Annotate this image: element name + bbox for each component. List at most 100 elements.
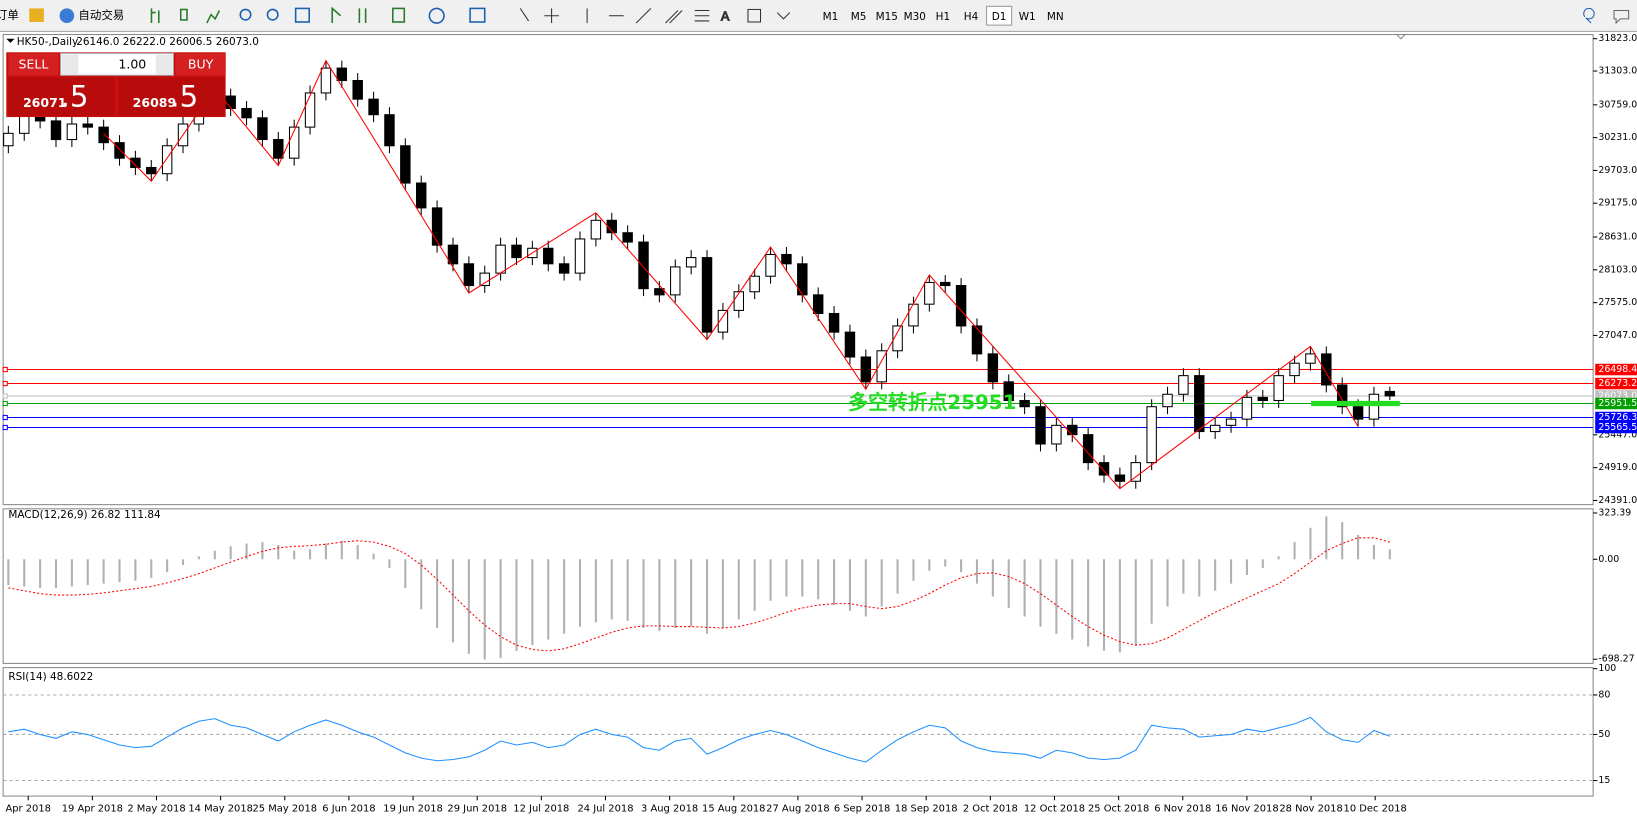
sell-button[interactable]	[8, 53, 59, 76]
candle-up	[717, 309, 729, 333]
auto-trading-button[interactable]: 自动交易	[78, 8, 124, 22]
timeframe-button[interactable]: H4	[964, 11, 979, 23]
level-tag	[1595, 421, 1637, 434]
candle-up	[161, 145, 173, 175]
buy-button[interactable]	[175, 53, 226, 76]
candle-down	[971, 325, 983, 355]
x-tick-label: 28 Nov 2018	[1279, 804, 1342, 815]
candle-down	[844, 331, 856, 358]
x-tick-label: 6 Jun 2018	[322, 804, 375, 815]
x-tick-label: 6 Sep 2018	[834, 804, 890, 815]
candle-up	[1178, 375, 1189, 395]
candle-up	[304, 92, 316, 128]
timeframe-button[interactable]: MN	[1047, 11, 1064, 23]
timeframe-button[interactable]: M30	[904, 11, 926, 23]
y-tick-label: 29175.0	[1598, 198, 1637, 209]
level-label: 25951.5	[1598, 398, 1637, 409]
candle-down	[368, 98, 379, 116]
candle-up	[1225, 418, 1237, 426]
level-label: 26273.2	[1598, 378, 1637, 389]
y-tick-label: 27047.0	[1598, 330, 1637, 341]
timeframe-button[interactable]: W1	[1019, 11, 1036, 23]
candle-down	[1384, 390, 1396, 397]
level-tag	[1595, 377, 1637, 390]
macd-title: MACD(12,26,9) 26.82 111.84	[8, 509, 161, 521]
level-handle[interactable]	[2, 414, 8, 421]
auto-trading-icon[interactable]	[59, 8, 75, 24]
order-button[interactable]: 订单	[0, 8, 19, 22]
candle-up	[1146, 406, 1157, 464]
x-tick-label: 25 Oct 2018	[1088, 804, 1149, 815]
candle-up	[320, 67, 332, 94]
x-tick-label: 27 Aug 2018	[766, 804, 829, 815]
candle-down	[955, 285, 967, 327]
collapse-icon[interactable]	[6, 38, 15, 43]
y-tick-label: 31823.0	[1598, 33, 1637, 44]
search-icon[interactable]	[1583, 7, 1595, 24]
drawing-tools[interactable]: A	[519, 8, 791, 24]
candle-up	[574, 238, 586, 274]
candle-down	[114, 142, 125, 159]
candle-down	[273, 139, 284, 159]
icon[interactable]	[29, 8, 44, 22]
ohlc-readout: 26146.0 26222.0 26006.5 26073.0	[76, 36, 259, 48]
level-handle[interactable]	[2, 393, 8, 399]
lot-value[interactable]: 1.00	[118, 56, 146, 71]
candle-down	[98, 126, 109, 144]
y-tick-label: 30231.0	[1598, 132, 1637, 143]
candle-down	[82, 123, 93, 128]
toolbar	[0, 0, 1637, 32]
y-tick-label: 27575.0	[1598, 297, 1637, 308]
x-tick-label: 19 Apr 2018	[62, 804, 123, 815]
chat-icon[interactable]	[1613, 9, 1630, 25]
level-handle[interactable]	[2, 424, 8, 431]
candle-down	[400, 145, 411, 184]
ask-box[interactable]	[118, 77, 225, 117]
buy-label[interactable]: BUY	[188, 56, 214, 71]
y-tick-label: 29703.0	[1598, 165, 1637, 176]
timeframe-button[interactable]: M5	[851, 11, 867, 23]
candle-down	[50, 120, 62, 141]
timeframe-button[interactable]: M1	[823, 11, 839, 23]
candle-down	[1082, 434, 1094, 464]
timeframe-button[interactable]: D1	[992, 11, 1007, 23]
candle-up	[685, 257, 697, 268]
timeframe-button[interactable]: M15	[876, 11, 898, 23]
lot-down[interactable]	[61, 54, 79, 75]
bid-box[interactable]	[8, 77, 115, 117]
candle-up	[1289, 362, 1300, 377]
candle-down	[1067, 424, 1078, 436]
lot-up[interactable]	[155, 54, 173, 75]
candle-down	[654, 288, 665, 296]
x-tick-label: 2 Oct 2018	[963, 804, 1018, 815]
shift-marker	[1396, 34, 1406, 40]
tool-icons[interactable]	[150, 6, 486, 24]
level-label: 26073.0	[1598, 390, 1637, 401]
level-handle[interactable]	[2, 380, 8, 387]
candle-up	[1209, 424, 1221, 433]
pivot-annotation: 多空转折点25951	[848, 391, 1016, 414]
y-tick-label: 28631.0	[1598, 232, 1637, 243]
rsi-line	[8, 716, 1391, 763]
candle-down	[146, 166, 157, 175]
candle-down	[638, 241, 649, 290]
y-tick-label: 28103.0	[1598, 264, 1637, 275]
timeframe-button[interactable]: H1	[936, 11, 951, 23]
candle-down	[431, 207, 443, 246]
x-tick-label: 16 Nov 2018	[1215, 804, 1278, 815]
candle-down	[1098, 462, 1110, 476]
y-tick-label: 323.39	[1598, 507, 1631, 518]
candle-up	[1241, 396, 1253, 420]
sell-label[interactable]: SELL	[19, 56, 49, 71]
x-tick-label: 6 Nov 2018	[1154, 804, 1211, 815]
x-tick-label: 15 Aug 2018	[702, 804, 765, 815]
candle-up	[288, 126, 300, 159]
lot-input[interactable]	[60, 52, 174, 76]
rsi-chart: 100 80 50 15	[3, 663, 1616, 786]
level-handle[interactable]	[2, 400, 8, 407]
level-handle[interactable]	[2, 366, 8, 373]
bid-pips: .5	[61, 80, 89, 114]
ask-pips: .5	[170, 80, 198, 114]
candle-down	[130, 157, 141, 169]
level-label: 25565.5	[1598, 422, 1637, 433]
